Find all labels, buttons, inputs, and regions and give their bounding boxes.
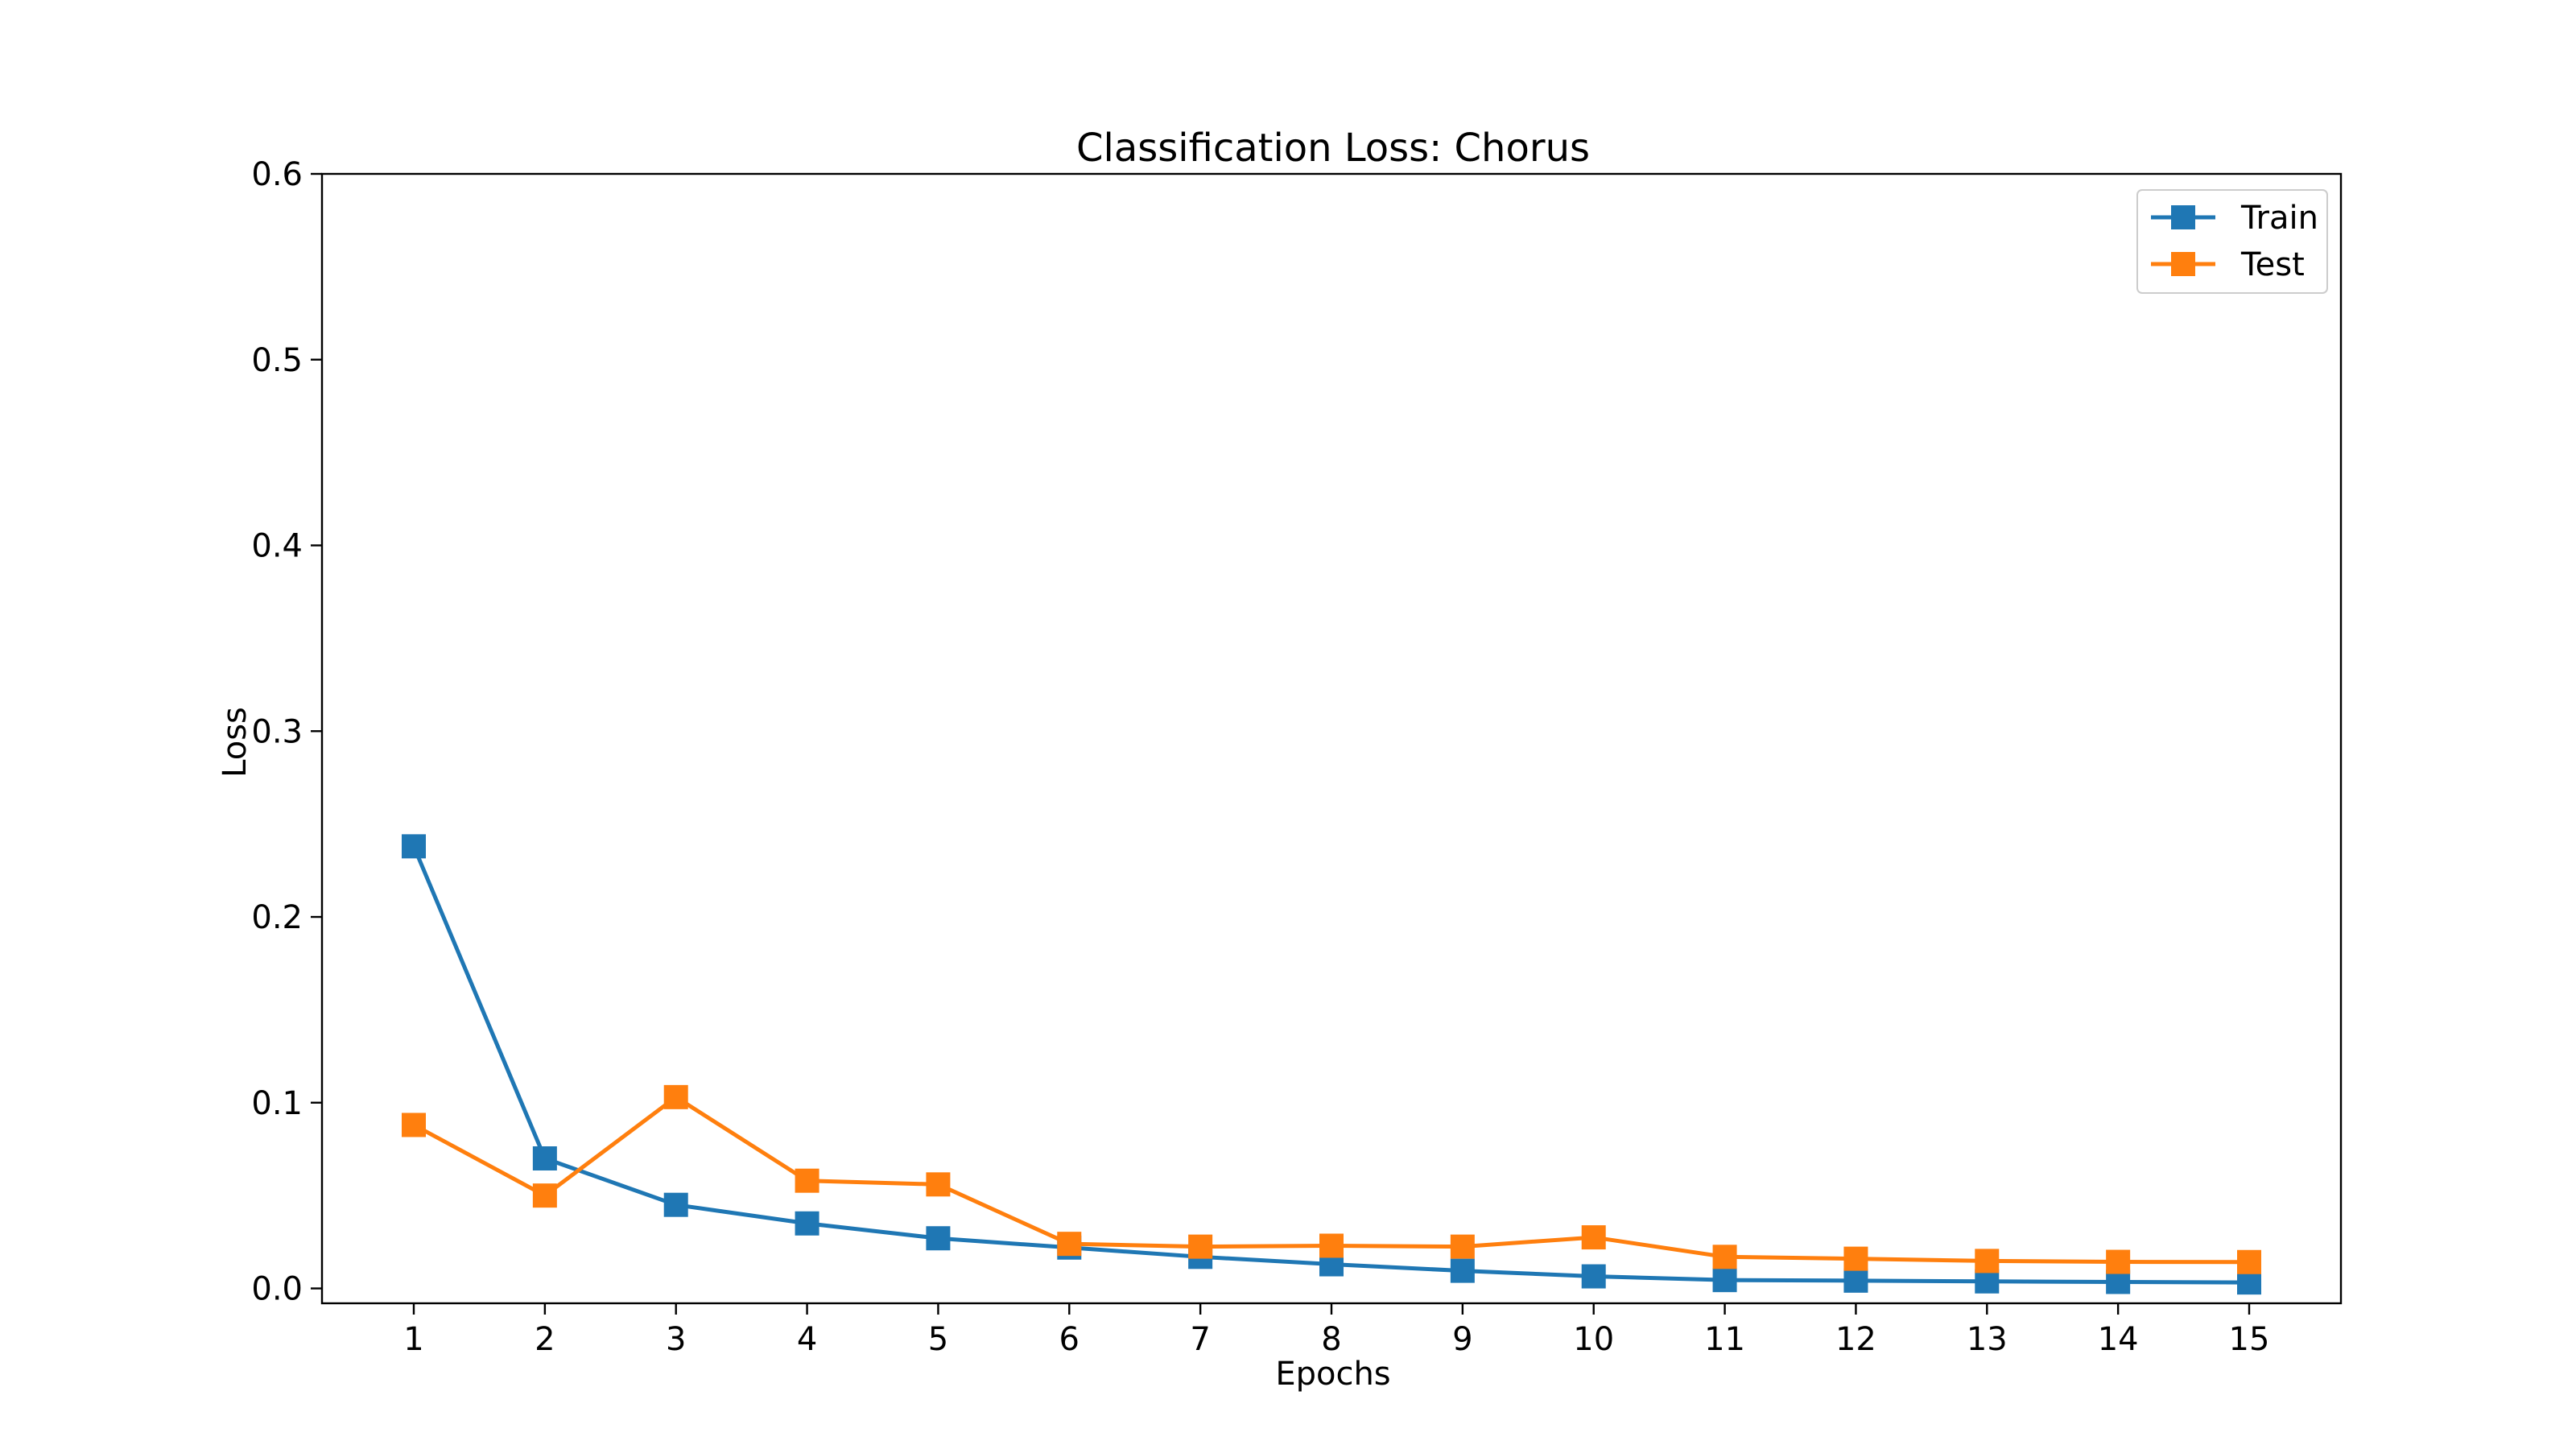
data-point-test [2237,1249,2261,1274]
x-tick-label: 6 [1059,1321,1080,1358]
legend: Train Test [2136,189,2328,294]
y-tick-label: 0.1 [251,1085,303,1122]
x-tick-label: 13 [1967,1321,2008,1358]
data-point-test [1581,1225,1606,1250]
data-point-test [1712,1245,1737,1269]
legend-train-marker [2171,205,2195,229]
y-tick-label: 0.4 [251,528,303,565]
data-point-train [402,834,426,859]
data-point-train [1975,1269,2000,1294]
legend-train-label: Train [2240,200,2318,237]
y-axis: 0.0 0.1 0.2 0.3 0.4 0.5 0.6 [251,156,322,1308]
x-tick-label: 12 [1835,1321,1876,1358]
data-point-train [926,1226,951,1251]
x-tick-label: 9 [1452,1321,1472,1358]
data-point-test [1319,1233,1344,1258]
y-tick-label: 0.6 [251,156,303,193]
data-point-test [2106,1249,2131,1274]
legend-test-label: Test [2240,246,2305,283]
y-tick-label: 0.5 [251,342,303,379]
x-tick-label: 4 [797,1321,817,1358]
x-tick-label: 8 [1321,1321,1341,1358]
data-point-test [795,1168,819,1193]
data-point-test [663,1084,688,1109]
data-point-test [1450,1234,1475,1259]
data-point-train [1581,1264,1606,1289]
data-point-test [1975,1249,2000,1274]
data-point-train [795,1211,819,1236]
y-axis-title: Loss [217,707,254,778]
data-point-test [1188,1234,1213,1259]
x-tick-label: 11 [1704,1321,1745,1358]
x-tick-label: 5 [928,1321,948,1358]
x-tick-label: 1 [403,1321,423,1358]
x-tick-label: 2 [535,1321,555,1358]
x-axis: 1 2 3 4 5 6 7 8 9 10 11 12 13 14 15 [403,1303,2269,1358]
data-point-test [1057,1232,1082,1257]
data-point-train [2237,1270,2261,1295]
legend-entry-test: Test [2151,246,2305,283]
y-tick-label: 0.2 [251,899,303,936]
y-tick-label: 0.3 [251,713,303,750]
data-point-test [532,1183,557,1208]
x-tick-label: 7 [1190,1321,1210,1358]
data-point-test [1843,1246,1868,1271]
data-point-train [1843,1268,1868,1293]
data-point-test [402,1113,426,1137]
plot-area [402,834,2261,1295]
legend-test-marker [2171,252,2195,276]
x-axis-title: Epochs [1275,1356,1390,1393]
chart-title: Classification Loss: Chorus [1076,126,1590,171]
x-tick-label: 14 [2098,1321,2139,1358]
x-tick-label: 3 [666,1321,686,1358]
data-point-train [1712,1268,1737,1293]
x-tick-label: 10 [1573,1321,1614,1358]
data-point-train [1450,1258,1475,1283]
data-point-train [532,1146,557,1171]
legend-entry-train: Train [2151,200,2318,237]
x-tick-label: 15 [2229,1321,2270,1358]
data-point-test [926,1172,951,1197]
y-tick-label: 0.0 [251,1271,303,1308]
data-point-train [663,1192,688,1217]
